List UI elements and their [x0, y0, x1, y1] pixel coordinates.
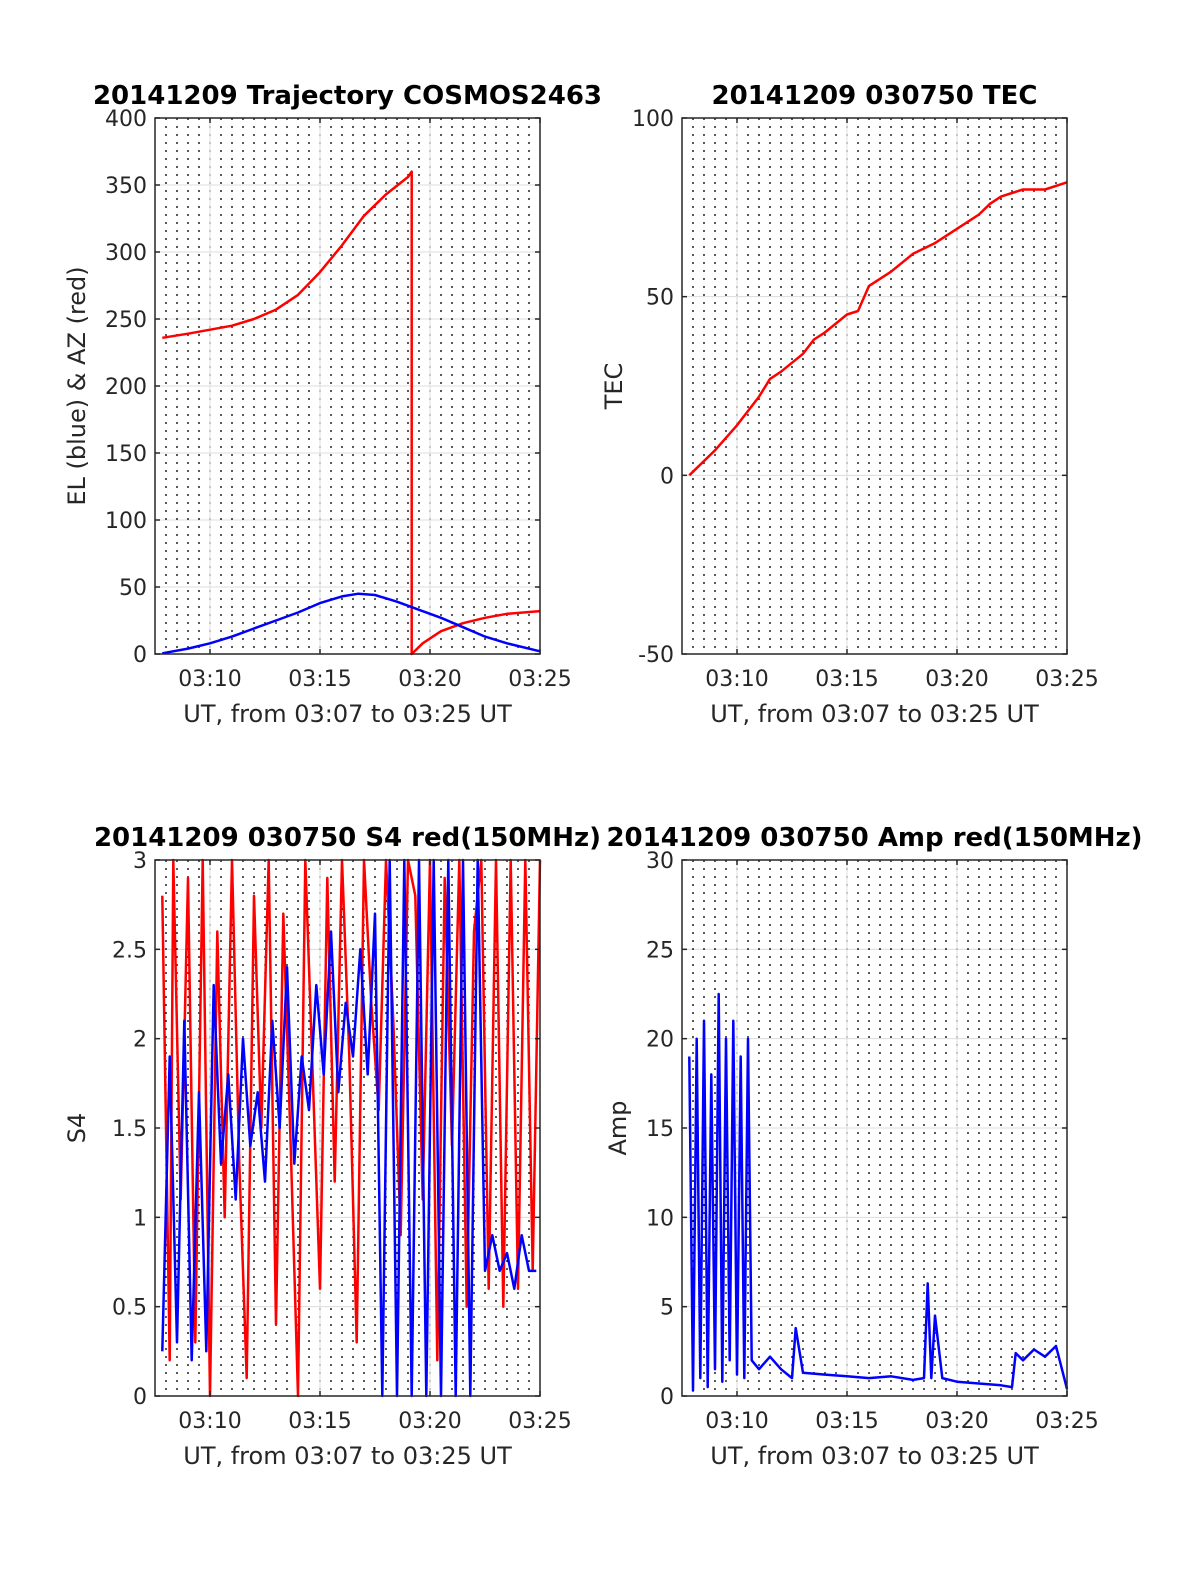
- x-axis-label: UT, from 03:07 to 03:25 UT: [183, 1442, 512, 1470]
- panel-s4: 0 0.5 1 1.5 2 2.5 3 03:10 03:15 03:20 03:25 2014120…: [63, 823, 601, 1470]
- x-axis-label: UT, from 03:07 to 03:25 UT: [710, 700, 1039, 728]
- y-tick-label: 400: [105, 107, 147, 132]
- y-tick-label: 0: [660, 1385, 674, 1410]
- x-tick-label: 03:25: [1035, 1409, 1098, 1434]
- y-tick-label: 50: [646, 286, 674, 311]
- y-tick-label: 1.5: [112, 1117, 147, 1142]
- y-tick-label: 300: [105, 241, 147, 266]
- x-tick-label: 03:10: [178, 667, 241, 692]
- y-tick-label: 30: [646, 849, 674, 874]
- chart-title: 20141209 030750 Amp red(150MHz): [606, 823, 1142, 853]
- y-axis-label: TEC: [600, 363, 628, 411]
- x-tick-label: 03:25: [508, 1409, 571, 1434]
- x-tick-label: 03:15: [815, 667, 878, 692]
- x-tick-label: 03:15: [288, 1409, 351, 1434]
- x-tick-label: 03:15: [815, 1409, 878, 1434]
- series-line-EL: [162, 592, 541, 655]
- axes-box: [681, 117, 1068, 655]
- chart-title: 20141209 030750 TEC: [712, 81, 1038, 111]
- x-axis-label: UT, from 03:07 to 03:25 UT: [710, 1442, 1039, 1470]
- x-tick-label: 03:25: [508, 667, 571, 692]
- chart-title: 20141209 030750 S4 red(150MHz): [94, 823, 601, 853]
- x-tick-label: 03:10: [705, 1409, 768, 1434]
- y-tick-label: 200: [105, 375, 147, 400]
- panel-tec: -50 0 50 100 03:10 03:15 03:20 03:25 20141209 03…: [600, 81, 1099, 728]
- y-tick-label: 150: [105, 442, 147, 467]
- chart-title: 20141209 Trajectory COSMOS2463: [93, 81, 602, 111]
- y-axis-label: EL (blue) & AZ (red): [63, 266, 91, 505]
- y-axis-label: Amp: [604, 1100, 632, 1155]
- x-axis-label: UT, from 03:07 to 03:25 UT: [183, 700, 512, 728]
- y-tick-label: 100: [105, 509, 147, 534]
- series-line-0: [688, 181, 1068, 477]
- y-tick-label: 20: [646, 1028, 674, 1053]
- y-tick-label: 350: [105, 174, 147, 199]
- x-tick-label: 03:20: [398, 667, 461, 692]
- y-tick-label: 0: [133, 643, 147, 668]
- y-tick-label: 2: [133, 1028, 147, 1053]
- x-tick-label: 03:20: [925, 667, 988, 692]
- series-line-0: [688, 992, 1069, 1392]
- y-tick-label: 2.5: [112, 938, 147, 963]
- y-axis-label: S4: [63, 1113, 91, 1144]
- y-tick-label: 100: [632, 107, 674, 132]
- y-tick-label: 10: [646, 1206, 674, 1231]
- y-tick-label: 1: [133, 1206, 147, 1231]
- x-tick-label: 03:10: [705, 667, 768, 692]
- y-tick-label: 0.5: [112, 1296, 147, 1321]
- y-tick-label: 3: [133, 849, 147, 874]
- y-tick-label: 25: [646, 938, 674, 963]
- y-tick-label: 50: [119, 576, 147, 601]
- series-line-blue: [161, 858, 537, 1398]
- panel-trajectory: 0 50 100 150 200 250 300 350 400 03:10 03:15 03:20 0…: [63, 81, 602, 728]
- y-tick-label: 0: [133, 1385, 147, 1410]
- x-tick-label: 03:20: [925, 1409, 988, 1434]
- y-tick-label: -50: [638, 643, 674, 668]
- y-tick-label: 15: [646, 1117, 674, 1142]
- x-tick-label: 03:20: [398, 1409, 461, 1434]
- y-tick-label: 0: [660, 464, 674, 489]
- x-tick-label: 03:15: [288, 667, 351, 692]
- panel-amp: 0 5 10 15 20 25 30 03:10 03:15 03:20 03:25 20141209…: [604, 823, 1143, 1470]
- x-tick-label: 03:25: [1035, 667, 1098, 692]
- y-tick-label: 5: [660, 1296, 674, 1321]
- x-tick-label: 03:10: [178, 1409, 241, 1434]
- y-tick-label: 250: [105, 308, 147, 333]
